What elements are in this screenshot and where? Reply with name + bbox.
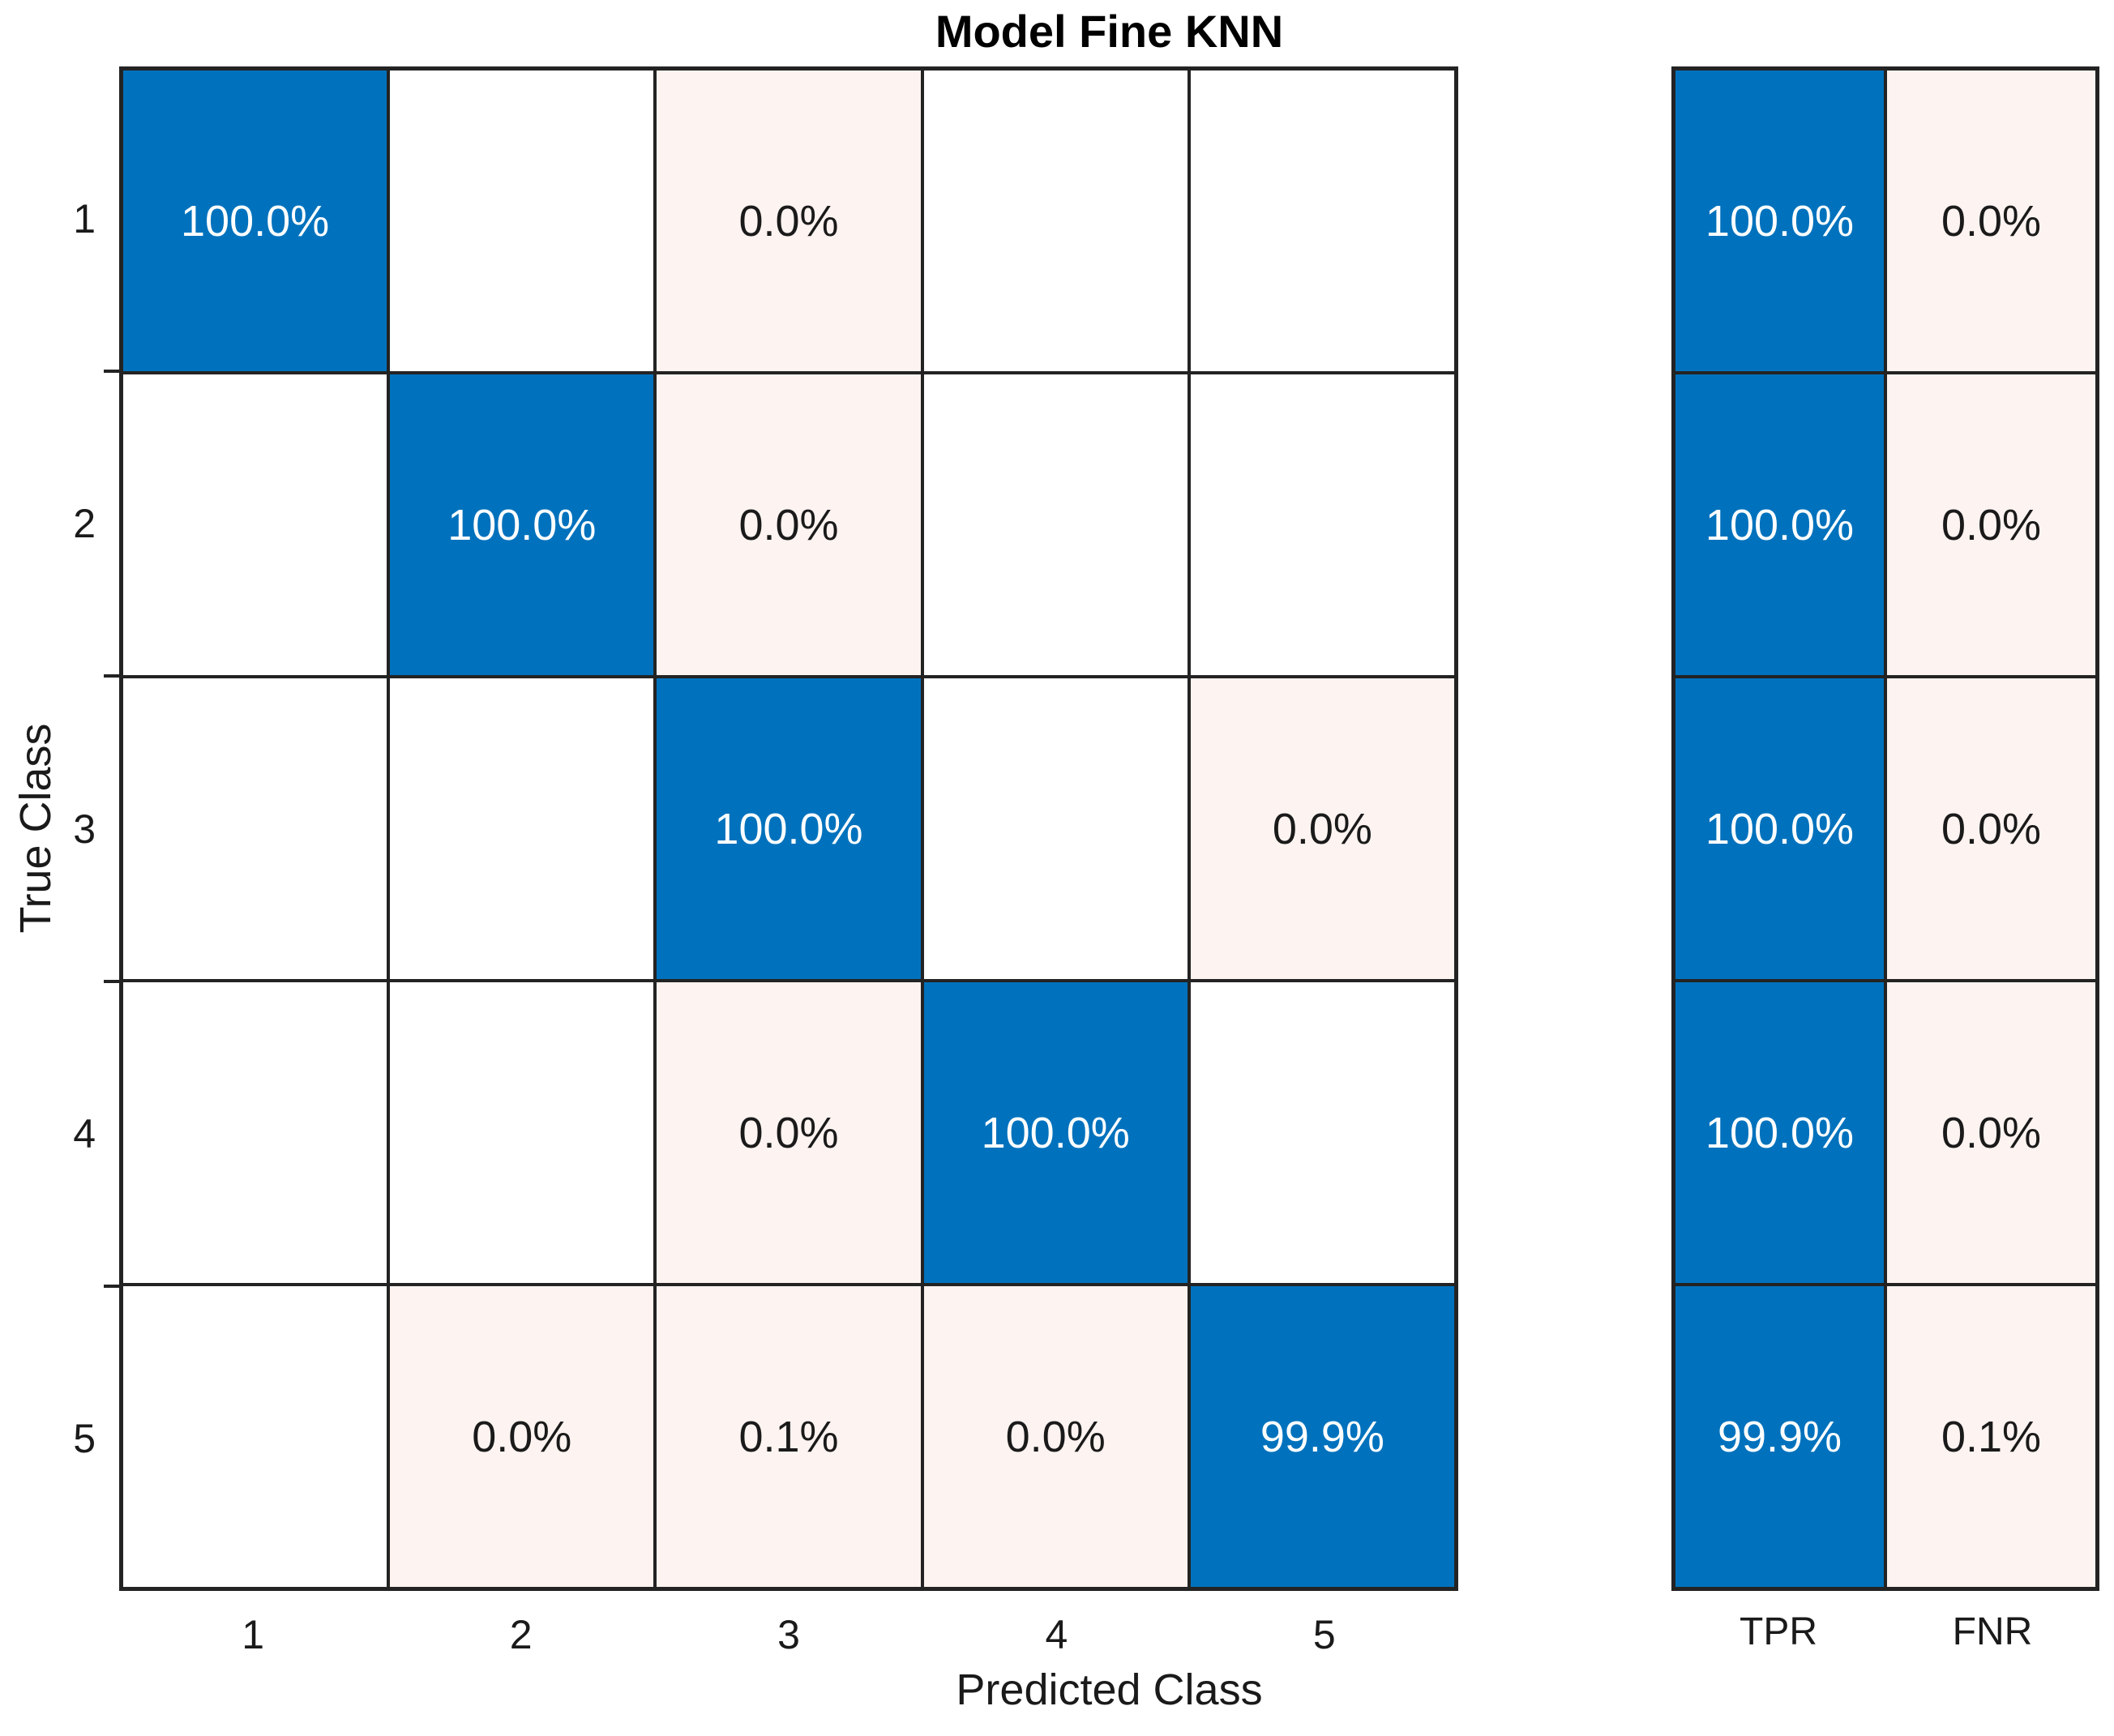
x-tick-label-4: 4: [922, 1614, 1190, 1655]
matrix-cell-r2c3: 0.0%: [657, 374, 920, 675]
x-tick-label-5: 5: [1191, 1614, 1458, 1655]
x-tick-label-3: 3: [655, 1614, 922, 1655]
y-axis-tick-mark: [104, 370, 119, 373]
summary-grid: 100.0%0.0%100.0%0.0%100.0%0.0%100.0%0.0%…: [1671, 66, 2099, 1591]
y-tick-label-4: 4: [0, 981, 107, 1286]
matrix-cell-r2c1: [123, 374, 387, 675]
matrix-cell-r1c5: [1191, 71, 1454, 371]
fnr-cell-r5: 0.1%: [1887, 1286, 2095, 1587]
y-axis-label: True Class: [14, 723, 58, 933]
y-tick-label-2: 2: [0, 371, 107, 676]
matrix-cell-r3c4: [924, 678, 1188, 979]
tpr-cell-r2: 100.0%: [1675, 374, 1884, 675]
tpr-cell-r5: 99.9%: [1675, 1286, 1884, 1587]
matrix-cell-r1c1: 100.0%: [123, 71, 387, 371]
y-tick-label-1: 1: [0, 66, 107, 371]
fnr-cell-r3: 0.0%: [1887, 678, 2095, 979]
matrix-cell-r1c3: 0.0%: [657, 71, 920, 371]
tpr-cell-r1: 100.0%: [1675, 71, 1884, 371]
chart-title: Model Fine KNN: [119, 6, 2099, 57]
matrix-cell-r4c2: [390, 982, 653, 1283]
y-tick-label-5: 5: [0, 1286, 107, 1591]
summary-column-label-fnr: FNR: [1885, 1613, 2099, 1652]
fnr-cell-r4: 0.0%: [1887, 982, 2095, 1283]
matrix-cell-r3c3: 100.0%: [657, 678, 920, 979]
matrix-cell-r2c4: [924, 374, 1188, 675]
summary-column-labels: TPRFNR: [1671, 1613, 2099, 1652]
matrix-cell-r1c2: [390, 71, 653, 371]
x-axis-tick-labels: 12345: [119, 1614, 1458, 1655]
matrix-cell-r4c4: 100.0%: [924, 982, 1188, 1283]
fnr-cell-r2: 0.0%: [1887, 374, 2095, 675]
confusion-grid: 100.0%0.0%100.0%0.0%100.0%0.0%0.0%100.0%…: [119, 66, 1458, 1591]
confusion-matrix-figure: Model Fine KNN 12345 100.0%0.0%100.0%0.0…: [0, 0, 2114, 1736]
tpr-cell-r4: 100.0%: [1675, 982, 1884, 1283]
y-axis-tick-mark: [104, 980, 119, 983]
matrix-cell-r4c3: 0.0%: [657, 982, 920, 1283]
matrix-cell-r5c1: [123, 1286, 387, 1587]
matrix-cell-r5c3: 0.1%: [657, 1286, 920, 1587]
summary-column-label-tpr: TPR: [1671, 1613, 1885, 1652]
y-axis-tick-mark: [104, 1285, 119, 1288]
fnr-cell-r1: 0.0%: [1887, 71, 2095, 371]
matrix-cell-r1c4: [924, 71, 1188, 371]
matrix-cell-r3c1: [123, 678, 387, 979]
matrix-cell-r3c2: [390, 678, 653, 979]
x-tick-label-2: 2: [387, 1614, 654, 1655]
matrix-cell-r4c1: [123, 982, 387, 1283]
tpr-cell-r3: 100.0%: [1675, 678, 1884, 979]
matrix-cell-r2c5: [1191, 374, 1454, 675]
matrix-cell-r3c5: 0.0%: [1191, 678, 1454, 979]
y-axis-tick-mark: [104, 674, 119, 678]
matrix-cell-r2c2: 100.0%: [390, 374, 653, 675]
matrix-cell-r4c5: [1191, 982, 1454, 1283]
matrix-cell-r5c5: 99.9%: [1191, 1286, 1454, 1587]
x-tick-label-1: 1: [119, 1614, 387, 1655]
matrix-cell-r5c2: 0.0%: [390, 1286, 653, 1587]
matrix-cell-r5c4: 0.0%: [924, 1286, 1188, 1587]
x-axis-label: Predicted Class: [119, 1668, 2099, 1712]
